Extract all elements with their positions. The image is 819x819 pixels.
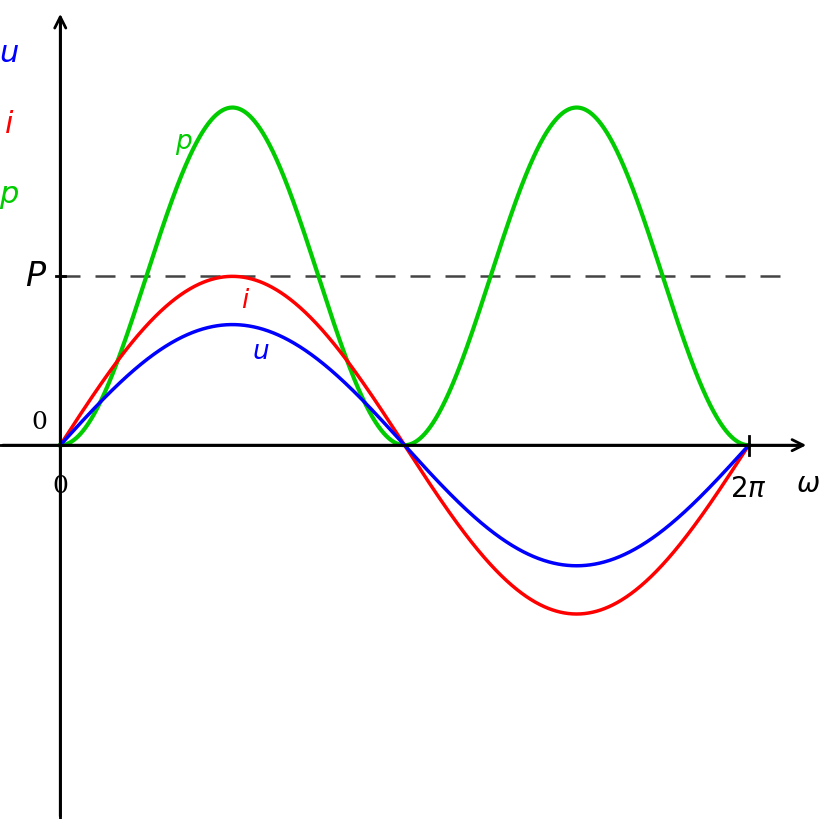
- Text: $p$: $p$: [0, 182, 19, 210]
- Text: $i$: $i$: [241, 287, 250, 314]
- Text: 0: 0: [31, 410, 47, 433]
- Text: 0: 0: [52, 474, 68, 497]
- Text: $P$: $P$: [25, 261, 47, 293]
- Text: $i$: $i$: [3, 111, 14, 139]
- Text: $u$: $u$: [251, 339, 269, 365]
- Text: $u$: $u$: [0, 39, 19, 68]
- Text: $\omega t$: $\omega t$: [795, 470, 819, 498]
- Text: $p$: $p$: [175, 131, 192, 157]
- Text: $2\pi$: $2\pi$: [730, 474, 767, 503]
